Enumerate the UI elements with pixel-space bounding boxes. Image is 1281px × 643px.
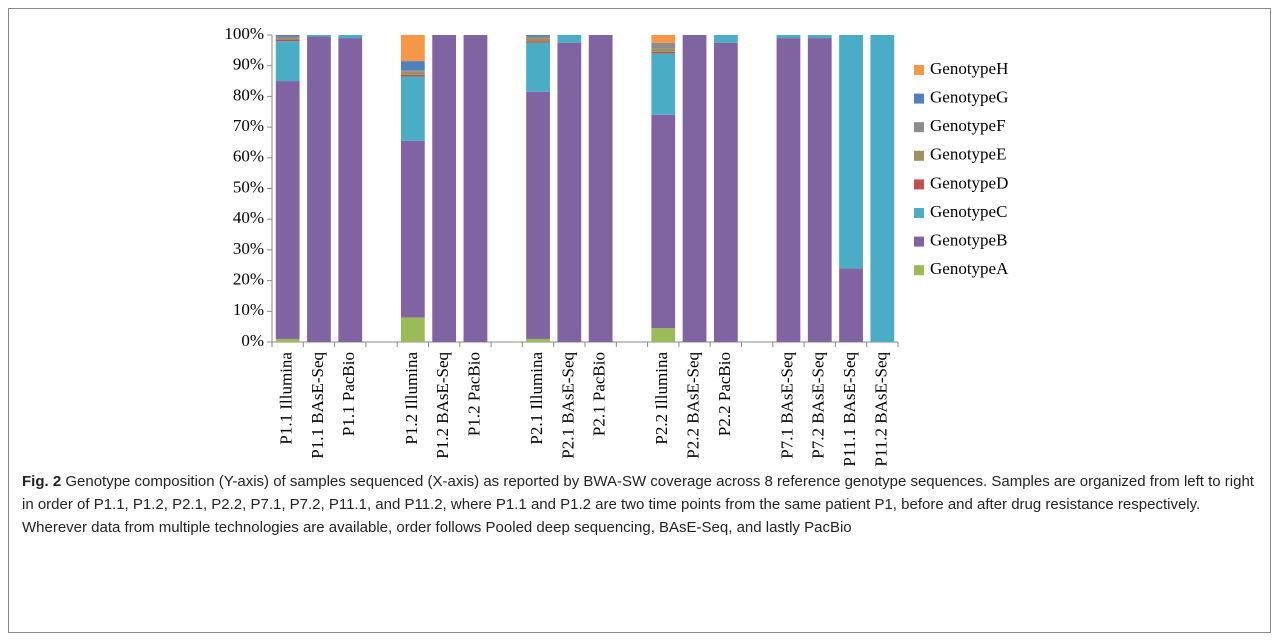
bar-segment [651,53,676,115]
bar-segment [651,328,676,342]
bar-segment [400,140,425,318]
bar-segment [651,114,676,329]
bar-segment [275,39,300,42]
bar-segment [870,35,895,342]
x-tick-label: P1.1 Illumina [277,352,296,445]
bar-segment [432,35,457,342]
bar-segment [807,35,832,39]
bar-segment [651,51,676,54]
x-tick-label: P7.1 BAsE-Seq [777,352,796,459]
y-tick-label: 10% [233,300,264,319]
bar-segment [651,35,676,43]
bar-segment [400,70,425,72]
bar-segment [275,36,300,39]
bar-segment [682,35,707,342]
legend-label: GenotypeD [930,173,1008,192]
bar-segment [526,42,550,92]
bar-segment [338,35,363,39]
y-tick-label: 100% [224,24,264,43]
legend-label: GenotypeC [930,202,1007,221]
x-tick-label: P2.2 PacBio [715,352,734,436]
bar-segment [400,74,425,77]
bar-segment [526,41,550,43]
x-tick-label: P11.2 BAsE-Seq [871,352,890,467]
x-tick-label: P1.1 PacBio [339,352,358,436]
bar-segment [275,81,300,339]
y-tick-label: 80% [233,85,264,104]
bar-segment [463,35,488,342]
x-tick-label: P1.1 BAsE-Seq [308,352,327,459]
y-tick-label: 60% [233,147,264,166]
x-tick-label: P2.1 PacBio [590,352,609,436]
legend-swatch [914,93,924,104]
bar-segment [307,36,331,342]
bar-segment [400,61,425,71]
bar-segment [275,35,300,37]
bar-segment [776,38,801,342]
x-tick-label: P11.1 BAsE-Seq [840,352,859,467]
y-tick-label: 40% [233,208,264,227]
x-tick-label: P7.2 BAsE-Seq [809,352,828,459]
x-tick-label: P1.2 Illumina [402,352,421,445]
figure-frame [8,8,1271,633]
bar-segment [275,338,300,342]
bar-segment [776,35,801,39]
bar-segment [400,317,425,342]
bar-segment [839,268,863,342]
x-tick-label: P2.2 Illumina [652,352,671,445]
legend-swatch [914,65,924,75]
legend-swatch [914,208,924,218]
bar-segment [526,91,550,339]
x-tick-label: P1.2 BAsE-Seq [433,352,452,459]
bar-segment [713,42,738,343]
bar-segment [588,35,613,342]
bar-segment [651,42,676,49]
legend-swatch [914,179,924,190]
bar-segment [557,35,582,43]
bar-segment [807,38,832,342]
legend-label: GenotypeB [930,231,1007,250]
x-tick-label: P2.1 BAsE-Seq [558,352,577,459]
caption-label: Fig. 2 [22,473,62,490]
bar-segment [839,35,863,269]
bar-segment [713,35,738,43]
legend-swatch [914,150,924,161]
bar-segment [526,38,550,42]
legend-swatch [914,122,924,133]
y-tick-label: 20% [233,270,264,289]
bar-segment [400,35,425,62]
legend-label: GenotypeA [930,259,1009,278]
caption-text: Genotype composition (Y-axis) of samples… [22,473,1254,536]
bar-segment [400,71,425,75]
bar-segment [307,35,331,37]
y-tick-label: 30% [233,239,264,258]
legend-label: GenotypeE [930,145,1006,164]
x-tick-label: P1.2 PacBio [464,352,483,436]
bar-segment [557,42,582,343]
x-tick-label: P2.2 BAsE-Seq [683,352,702,459]
y-tick-label: 70% [233,116,264,135]
bar-segment [338,38,363,342]
bar-segment [526,36,550,39]
caption: Fig. 2 Genotype composition (Y-axis) of … [22,470,1257,539]
bar-segment [526,35,550,37]
y-tick-label: 0% [241,331,264,350]
bar-segment [400,76,425,141]
legend-swatch [914,236,924,247]
legend-label: GenotypeF [930,116,1006,135]
y-tick-label: 50% [233,177,264,196]
x-tick-label: P2.1 Illumina [527,352,546,445]
y-tick-label: 90% [233,55,264,74]
bar-segment [651,48,676,52]
legend-swatch [914,265,924,276]
legend-label: GenotypeG [930,88,1008,107]
bar-segment [275,41,300,82]
chart: 0% 10% 20% 30% 40% 50% 60% 70% 80% 90% 100% P1.1 Il… [224,24,1009,467]
legend-label: GenotypeH [930,59,1008,78]
bar-segment [275,38,300,40]
bar-segment [526,338,550,342]
